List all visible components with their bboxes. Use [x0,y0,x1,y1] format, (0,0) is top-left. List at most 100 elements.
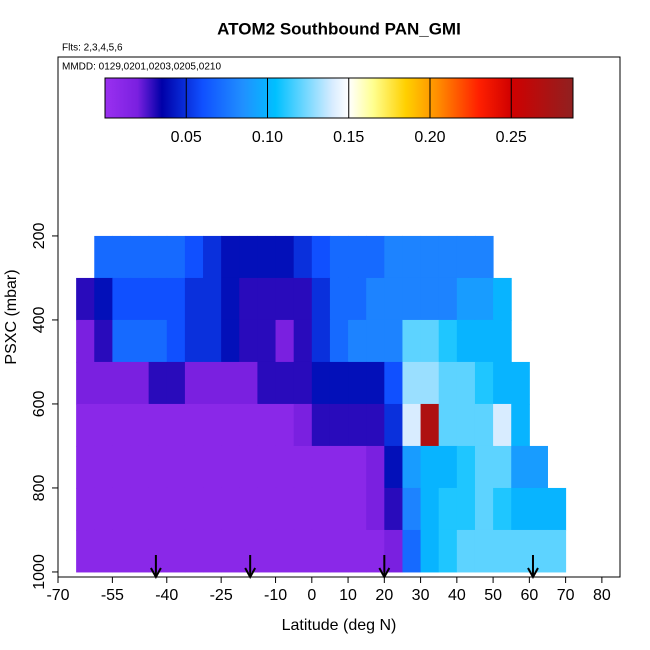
heat-cell [348,403,367,447]
heat-cell [529,445,548,489]
colorbar-tick-label: 0.10 [252,129,283,146]
heat-cell [221,277,240,321]
heat-cell [420,235,440,279]
heat-cell [311,529,331,573]
heat-cell [112,445,132,489]
heat-cell [547,487,567,531]
heat-cell [402,403,422,447]
heat-cell [94,361,113,405]
heat-cell [511,361,530,405]
heat-cell [203,319,222,363]
heat-cell [348,529,367,573]
heat-cell [474,445,494,489]
heat-cell [311,403,331,447]
x-tick-label: 70 [557,587,575,604]
heat-cell [130,445,150,489]
heat-cell [203,361,222,405]
colorbar-tick-label: 0.25 [496,129,527,146]
heat-cell [348,361,367,405]
heat-cell [529,487,548,531]
heat-cell [239,445,258,489]
heat-cell [366,361,385,405]
heat-cell [94,403,113,447]
annotation: MMDD: 0129,0201,0203,0205,0210 [62,62,221,73]
heat-cell [474,403,494,447]
heat-cell [184,487,204,531]
heat-cell [239,487,258,531]
plot-frame [57,56,621,578]
heat-cell [203,403,222,447]
heat-cell [348,277,367,321]
heat-cell [275,487,295,531]
x-tick-label: 80 [593,587,611,604]
arrow [527,555,539,580]
heat-cell [456,235,476,279]
heat-cell [366,235,385,279]
colorbar-tick-label: 0.05 [171,129,202,146]
heat-cell [493,445,512,489]
heat-cell [420,277,440,321]
heat-cell [221,235,240,279]
heat-cell [329,235,349,279]
heat-cell [166,277,186,321]
heat-cell [402,277,422,321]
heat-cell [493,529,512,573]
heat-cell [348,235,367,279]
heat-cell [184,235,204,279]
heat-cell [76,361,95,405]
heat-cell [384,445,403,489]
heat-cell [184,529,204,573]
heat-cell [203,487,222,531]
heat-cell [348,487,367,531]
heat-cell [184,403,204,447]
heat-cell [130,235,150,279]
heat-cell [166,235,186,279]
heat-cell [275,361,295,405]
arrow-head [150,567,162,580]
heat-cell [76,403,95,447]
heat-cell [474,319,494,363]
heat-cell [511,529,530,573]
heat-cell [366,319,385,363]
heat-cell [547,529,567,573]
heat-cell [94,319,113,363]
heat-cell [384,319,403,363]
heat-cell [76,319,95,363]
heat-cell [257,319,277,363]
heat-cell [438,487,458,531]
colorbar [104,77,574,119]
heat-cell [384,529,403,573]
heat-cell [293,319,313,363]
heat-cell [456,445,476,489]
heat-cell [148,319,168,363]
heat-cell [257,529,277,573]
heat-cell [511,445,530,489]
heat-cell [420,361,440,405]
heat-cell [221,319,240,363]
heat-cell [275,319,295,363]
heat-cell [257,445,277,489]
heat-cell [474,529,494,573]
heat-cell [438,361,458,405]
heat-cell [293,277,313,321]
heat-cell [438,319,458,363]
heat-cell [493,487,512,531]
heat-cell [239,361,258,405]
heat-cell [293,235,313,279]
heat-cell [257,403,277,447]
heat-cell [112,361,132,405]
heat-cell [366,529,385,573]
arrow [150,555,162,580]
heat-cell [511,487,530,531]
heat-cell [493,403,512,447]
heat-cell [275,235,295,279]
heat-cell [456,403,476,447]
heat-cell [239,529,258,573]
heat-cell [221,487,240,531]
heat-cell [329,319,349,363]
y-tick-label: 800 [31,475,48,502]
heat-cell [76,487,95,531]
heat-cell [239,319,258,363]
heat-cell [112,403,132,447]
heat-cell [366,487,385,531]
